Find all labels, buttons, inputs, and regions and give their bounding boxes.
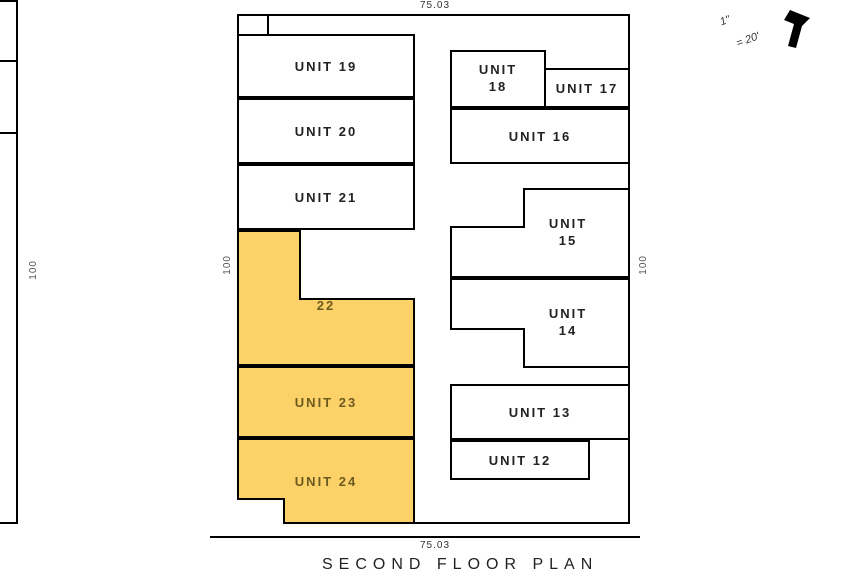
unit-20: UNIT 20 xyxy=(237,98,415,164)
unit-16-label: UNIT 16 xyxy=(509,129,571,144)
unit-24-label: UNIT 24 xyxy=(295,474,357,489)
unit-14-notch xyxy=(450,328,525,368)
unit-18: UNIT 18 xyxy=(450,50,546,108)
unit-23: UNIT 23 xyxy=(237,366,415,438)
unit-12: UNIT 12 xyxy=(450,440,590,480)
unit-17: UNIT 17 xyxy=(544,68,630,108)
top-width-dim: 75.03 xyxy=(420,0,450,11)
unit-19: UNIT 19 xyxy=(237,34,415,98)
unit-13-label: UNIT 13 xyxy=(509,405,571,420)
unit-21-label: UNIT 21 xyxy=(295,190,357,205)
unit-17-label: UNIT 17 xyxy=(556,81,618,96)
unit-15-notch xyxy=(450,188,525,228)
unit-23-label: UNIT 23 xyxy=(295,395,357,410)
plan-title: SECOND FLOOR PLAN xyxy=(322,556,598,574)
unit-20-label: UNIT 20 xyxy=(295,124,357,139)
far-left-height-dim: 100 xyxy=(28,260,39,280)
unit-16: UNIT 16 xyxy=(450,108,630,164)
right-height-dim: 100 xyxy=(638,255,649,275)
unit-13: UNIT 13 xyxy=(450,384,630,440)
unit-15-label: UNIT 15 xyxy=(549,216,587,250)
unit-14-label: UNIT 14 xyxy=(549,306,587,340)
scale-top: 1" xyxy=(718,14,732,29)
unit-22-step xyxy=(299,230,415,300)
unit-12-label: UNIT 12 xyxy=(489,453,551,468)
unit-19-label: UNIT 19 xyxy=(295,59,357,74)
unit-24-notch xyxy=(237,498,285,524)
unit-21: UNIT 21 xyxy=(237,164,415,230)
bottom-width-dim: 75.03 xyxy=(420,540,450,551)
ground-line xyxy=(210,536,640,538)
left-height-dim: 100 xyxy=(222,255,233,275)
unit-18-label: UNIT 18 xyxy=(479,62,517,96)
